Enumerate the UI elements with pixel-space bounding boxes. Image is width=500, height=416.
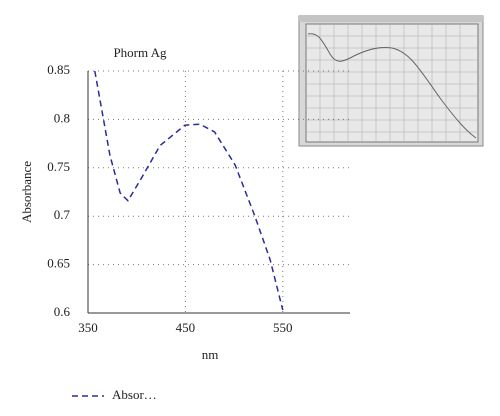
y-tick-label: 0.75 — [47, 159, 70, 174]
data-line — [94, 71, 284, 311]
inset-screenshot — [298, 15, 484, 147]
x-tick-label: 350 — [78, 320, 98, 335]
y-tick-label: 0.7 — [54, 207, 71, 222]
x-axis-label: nm — [202, 347, 219, 362]
y-tick-label: 0.6 — [54, 304, 71, 319]
y-tick-label: 0.8 — [54, 110, 70, 125]
y-tick-label: 0.65 — [47, 256, 70, 271]
y-tick-label: 0.85 — [47, 62, 70, 77]
x-tick-label: 450 — [176, 320, 196, 335]
x-tick-label: 550 — [273, 320, 293, 335]
legend-label: Absor… — [112, 387, 157, 402]
y-axis-label: Absorbance — [19, 161, 34, 223]
chart-title: Phorm Ag — [113, 45, 167, 60]
